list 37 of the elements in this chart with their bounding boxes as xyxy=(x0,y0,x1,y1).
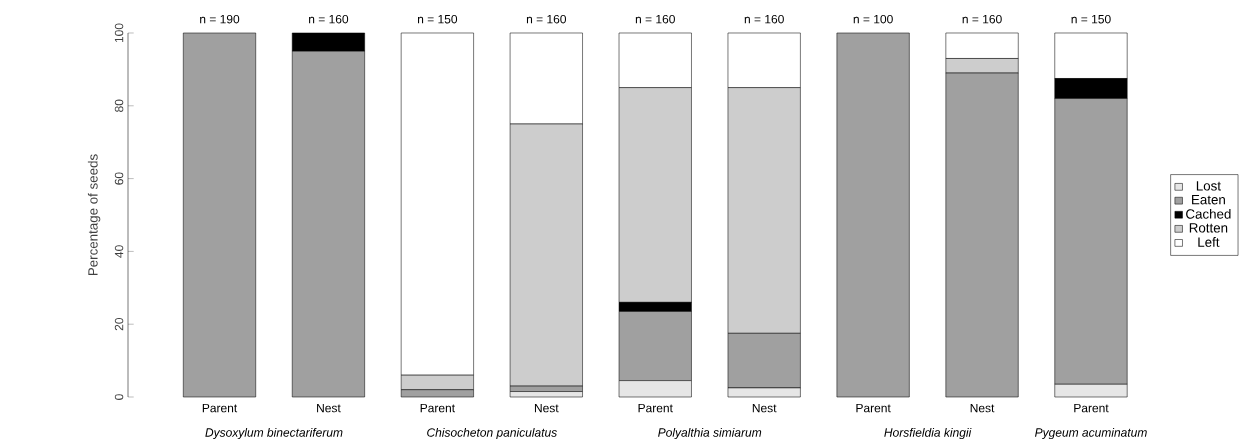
text: Pygeum acuminatum xyxy=(1035,427,1147,440)
legend-label: Eaten xyxy=(1192,195,1225,205)
x-tick-label: Parent xyxy=(856,403,891,413)
x-tick-label: Parent xyxy=(420,403,455,413)
text: Chisocheton paniculatus xyxy=(427,427,557,440)
bar xyxy=(183,32,256,398)
y-tick-label: 80 xyxy=(114,99,124,112)
y-tick-label: 0 xyxy=(114,394,124,400)
x-tick-label: Nest xyxy=(752,403,777,413)
annotation: n = 160 xyxy=(962,14,1002,24)
legend-label: Lost xyxy=(1196,181,1221,191)
legend-label: Left xyxy=(1198,237,1220,247)
annotation: n = 150 xyxy=(417,14,458,24)
y-tick-label: 60 xyxy=(114,172,124,185)
legend-label: Rotten xyxy=(1189,223,1228,233)
y-axis-title: Percentage of seeds xyxy=(87,154,101,276)
annotation: n = 160 xyxy=(309,14,349,24)
text: Polyalthia simiarum xyxy=(658,427,762,440)
x-tick-label: Parent xyxy=(638,403,673,413)
annotation: n = 160 xyxy=(635,14,675,24)
x-tick-label: Nest xyxy=(317,403,341,413)
bar xyxy=(836,32,910,398)
annotation: n = 160 xyxy=(744,14,784,24)
annotation: n = 100 xyxy=(853,14,893,24)
annotation: n = 190 xyxy=(200,14,240,24)
annotation: n = 160 xyxy=(526,14,567,24)
x-tick-label: Parent xyxy=(202,403,238,413)
y-tick-label: 100 xyxy=(114,23,124,43)
annotation: n = 150 xyxy=(1071,14,1111,24)
y-tick-label: 20 xyxy=(114,317,124,331)
x-tick-label: Nest xyxy=(534,403,559,413)
legend-label: Cached xyxy=(1186,208,1231,219)
y-tick-label: 40 xyxy=(114,245,124,258)
text: Dysoxylum binectariferum xyxy=(205,427,343,440)
text: Horsfieldia kingii xyxy=(884,427,972,440)
x-tick-label: Parent xyxy=(1074,403,1109,413)
x-tick-label: Nest xyxy=(970,403,995,413)
